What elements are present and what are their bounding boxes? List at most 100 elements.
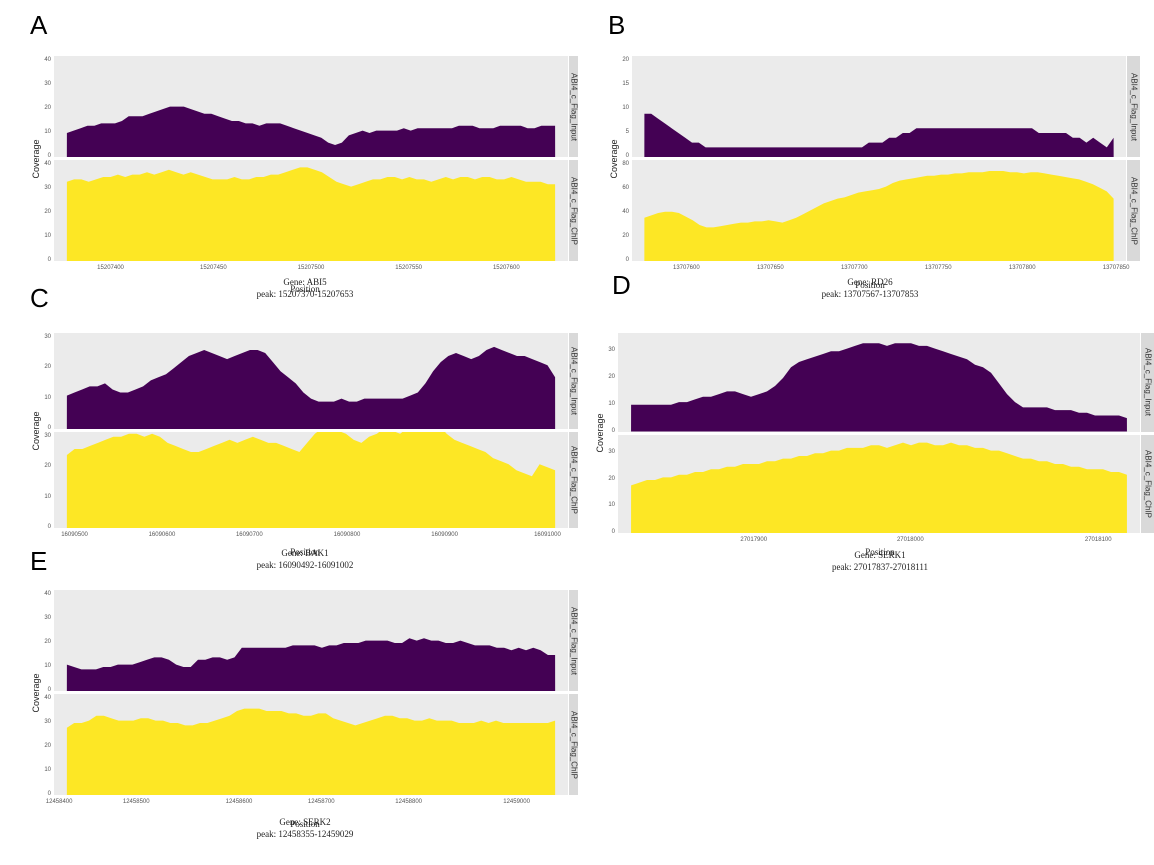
- coverage-area-b-chip: [644, 171, 1114, 261]
- series-area-c-0: [66, 346, 556, 429]
- track-e-chip: [54, 694, 568, 795]
- x-tick-label: 13707750: [924, 265, 952, 271]
- facet-strip: ABI4_c_Flag_Input: [569, 56, 578, 157]
- y-tick-label: 10: [44, 493, 51, 500]
- y-tick-label: 0: [47, 687, 51, 693]
- y-tick-label: 10: [44, 233, 51, 239]
- facet-strip-label: ABI4_c_Flag_ChIP: [569, 710, 578, 779]
- x-tick-label: 16090900: [431, 532, 458, 538]
- y-tick-label: 10: [608, 400, 615, 407]
- y-tick-label: 0: [47, 153, 51, 159]
- y-tick-label: 10: [622, 105, 629, 112]
- y-tick-label: 10: [44, 394, 51, 401]
- y-tick-label: 40: [44, 161, 51, 168]
- coverage-area-e-chip: [66, 708, 556, 795]
- y-tick-label: 15: [622, 81, 629, 88]
- x-tick-label: 15207600: [492, 265, 520, 271]
- track-d-chip: [618, 434, 1140, 533]
- facet-strip: ABI4_c_Flag_ChIP: [569, 432, 578, 528]
- y-tick-label: 30: [44, 333, 51, 340]
- facet-strip-label: ABI4_c_Flag_Input: [1129, 72, 1138, 141]
- y-tick-label: 0: [47, 257, 51, 263]
- coverage-area-a-input: [66, 106, 556, 157]
- y-tick-label: 0: [625, 153, 629, 159]
- x-tick-label: 12458700: [307, 799, 335, 805]
- y-tick-label: 20: [44, 209, 51, 216]
- coverage-area-c-chip: [66, 432, 556, 528]
- y-tick-label: 30: [44, 432, 51, 439]
- y-tick-label: 20: [44, 364, 51, 371]
- peak-caption-b: peak: 13707567-13707853: [821, 289, 919, 299]
- x-tick-label: 13707850: [1102, 265, 1130, 271]
- y-tick-label: 5: [625, 129, 629, 135]
- y-tick-label: 30: [44, 185, 51, 192]
- coverage-area-e-input: [66, 638, 556, 691]
- x-tick-label: 12458800: [395, 799, 423, 805]
- x-tick-label: 16090600: [148, 532, 176, 538]
- y-tick-label: 20: [608, 475, 615, 482]
- facet-strip: ABI4_c_Flag_ChIP: [1127, 160, 1140, 261]
- coverage-area-d-input: [631, 343, 1127, 432]
- track-b-chip: [632, 160, 1126, 261]
- track-e-input: [54, 590, 568, 691]
- y-tick-label: 40: [44, 57, 51, 64]
- x-axis-label-a: Position: [290, 284, 320, 294]
- series-area-c-1: [66, 432, 556, 528]
- x-tick-label: 13707600: [672, 265, 700, 271]
- gene-caption-b: Gene: RD26: [847, 277, 893, 287]
- y-tick-label: 0: [625, 257, 629, 263]
- gene-caption-d: Gene: SERK1: [854, 550, 906, 560]
- y-tick-label: 10: [44, 767, 51, 773]
- track-b-input: [632, 56, 1126, 157]
- facet-strip-label: ABI4_c_Flag_ChIP: [1143, 449, 1152, 518]
- facet-strip: ABI4_c_Flag_ChIP: [569, 694, 578, 795]
- series-area-b-0: [644, 113, 1114, 157]
- panel-letter-c: C: [30, 283, 49, 313]
- panel-letter-d: D: [612, 270, 631, 300]
- y-tick-label: 20: [608, 374, 615, 381]
- panel-letter-b: B: [608, 10, 626, 40]
- facet-strip-label: ABI4_c_Flag_Input: [569, 606, 578, 675]
- track-d-input: [618, 333, 1140, 432]
- y-tick-label: 10: [44, 129, 51, 135]
- x-tick-label: 15207550: [395, 265, 423, 271]
- track-c-input: [54, 333, 568, 429]
- track-a-chip: [54, 160, 568, 261]
- y-tick-label: 40: [622, 209, 629, 216]
- x-tick-label: 16090800: [333, 532, 361, 538]
- facet-strip: ABI4_c_Flag_ChIP: [569, 160, 578, 261]
- facet-strip: ABI4_c_Flag_Input: [569, 590, 578, 691]
- facet-strip: ABI4_c_Flag_ChIP: [1141, 434, 1154, 533]
- y-tick-label: 0: [611, 427, 615, 434]
- y-tick-label: 40: [44, 695, 51, 702]
- facet-strip: ABI4_c_Flag_Input: [1127, 56, 1140, 157]
- x-tick-label: 12458400: [45, 799, 73, 805]
- x-tick-label: 16091000: [534, 532, 561, 538]
- y-tick-label: 60: [622, 185, 629, 192]
- peak-caption-a: peak: 15207370-15207653: [256, 289, 354, 299]
- facet-strip: ABI4_c_Flag_Input: [1141, 333, 1154, 432]
- y-tick-label: 20: [44, 743, 51, 750]
- peak-caption-e: peak: 12458355-12459029: [256, 829, 354, 839]
- x-tick-label: 13707800: [1008, 265, 1036, 271]
- y-tick-label: 20: [44, 105, 51, 112]
- facet-strip: ABI4_c_Flag_Input: [569, 333, 578, 429]
- y-tick-label: 20: [622, 233, 629, 239]
- x-tick-label: 16090500: [61, 532, 88, 538]
- peak-caption-d: peak: 27017837-27018111: [831, 562, 929, 572]
- y-tick-label: 40: [44, 591, 51, 598]
- y-tick-label: 80: [622, 161, 629, 168]
- series-area-a-1: [66, 167, 556, 261]
- y-tick-label: 20: [622, 57, 629, 64]
- y-tick-label: 30: [44, 719, 51, 726]
- x-tick-label: 12459000: [503, 799, 530, 805]
- x-axis-label-e: Position: [290, 819, 320, 829]
- x-tick-label: 13707700: [840, 265, 868, 271]
- y-tick-label: 10: [44, 663, 51, 669]
- x-tick-label: 15207500: [297, 265, 325, 271]
- y-tick-label: 20: [44, 463, 51, 470]
- x-tick-label: 27018100: [1084, 537, 1112, 543]
- series-area-b-1: [644, 171, 1114, 261]
- x-tick-label: 27017900: [740, 537, 768, 543]
- facet-strip-label: ABI4_c_Flag_ChIP: [1129, 176, 1138, 245]
